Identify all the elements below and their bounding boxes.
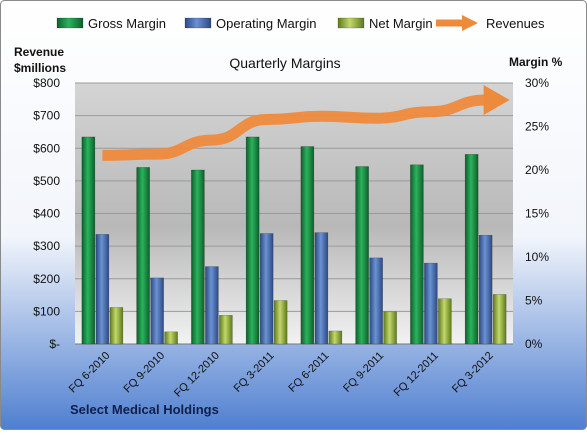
left-tick-label: $300 [33, 239, 60, 253]
right-axis-label: Margin % [509, 55, 563, 69]
legend-swatch [337, 17, 365, 29]
right-tick-label: 15% [525, 207, 549, 221]
bar-net-margin [438, 298, 452, 345]
footer-company: Select Medical Holdings [70, 402, 219, 417]
legend-label: Operating Margin [216, 16, 316, 31]
left-tick-label: $- [49, 337, 60, 351]
right-tick-label: 25% [525, 120, 549, 134]
legend-arrow [462, 15, 478, 31]
right-axis-ticks: 0% 5% 10% 15% 20% 25% 30% [525, 76, 549, 351]
legend-label: Gross Margin [88, 16, 166, 31]
left-tick-label: $800 [33, 76, 60, 90]
chart-title: Quarterly Margins [229, 55, 340, 71]
bar-operating-margin [314, 232, 329, 345]
bar-net-margin [273, 300, 288, 345]
bar-operating-margin [259, 233, 274, 345]
bar-operating-margin [95, 234, 110, 345]
bars [81, 136, 507, 345]
left-axis-label-line1: Revenue [14, 45, 64, 59]
right-tick-label: 0% [525, 337, 543, 351]
revenue-arrowhead [483, 84, 510, 115]
bar-gross-margin [245, 136, 260, 345]
left-tick-label: $700 [33, 109, 60, 123]
left-tick-label: $500 [33, 174, 60, 188]
right-tick-label: 5% [525, 294, 543, 308]
bar-net-margin [492, 294, 507, 345]
bar-gross-margin [300, 146, 315, 345]
legend-swatch [56, 17, 84, 29]
left-tick-label: $200 [33, 272, 60, 286]
legend-label: Revenues [486, 16, 545, 31]
bar-operating-margin [424, 262, 438, 345]
bar-operating-margin [150, 277, 164, 345]
bar-net-margin [109, 307, 124, 345]
bar-gross-margin [464, 154, 479, 345]
bar-net-margin [383, 311, 397, 345]
bar-net-margin [328, 330, 343, 345]
left-axis-ticks: $- $100 $200 $300 $400 $500 $600 $700 $800 [33, 76, 60, 351]
left-tick-label: $400 [33, 207, 60, 221]
bar-gross-margin [410, 164, 424, 345]
bar-net-margin [219, 315, 233, 345]
legend-swatch [184, 17, 212, 29]
bar-operating-margin [369, 257, 383, 345]
left-tick-label: $600 [33, 141, 60, 155]
revenue-line-layer [102, 84, 510, 161]
legend: Gross Margin Operating Margin Net Margin Re… [56, 15, 545, 31]
right-tick-label: 20% [525, 163, 549, 177]
bar-gross-margin [81, 136, 96, 345]
right-tick-label: 10% [525, 250, 549, 264]
bar-gross-margin [191, 169, 205, 345]
left-axis-label-line2: $millions [14, 61, 66, 75]
right-tick-label: 30% [525, 76, 549, 90]
bar-gross-margin [355, 166, 369, 345]
bar-gross-margin [136, 167, 150, 345]
bar-operating-margin [478, 235, 493, 345]
left-tick-label: $100 [33, 304, 60, 318]
revenue-line [102, 94, 486, 161]
legend-label: Net Margin [369, 16, 433, 31]
bar-operating-margin [205, 266, 219, 345]
bar-net-margin [164, 331, 178, 345]
